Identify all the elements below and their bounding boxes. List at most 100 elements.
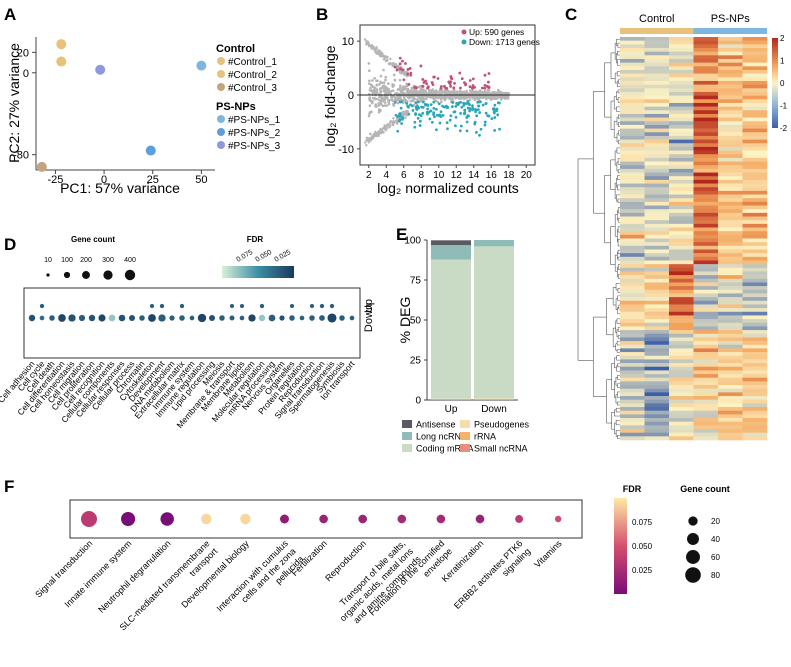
heatmap-cell: [694, 301, 719, 305]
heatmap-cell: [743, 129, 768, 133]
heatmap-cell: [718, 290, 743, 294]
heatmap-cell: [620, 253, 645, 257]
d-bubble-down: [230, 316, 235, 321]
ma-point-ns: [376, 84, 379, 87]
heatmap-cell: [694, 411, 719, 415]
ma-point-up: [432, 76, 435, 79]
heatmap-cell: [645, 74, 670, 78]
heatmap-cell: [645, 326, 670, 330]
heatmap-cell: [718, 312, 743, 316]
heatmap-cell: [669, 136, 694, 140]
heatmap-cell: [694, 385, 719, 389]
heatmap-cell: [620, 356, 645, 360]
ma-point-down: [422, 106, 425, 109]
heatmap-cell: [743, 151, 768, 155]
ma-point-ns: [392, 89, 395, 92]
d-bubble-down: [40, 316, 45, 321]
ma-point-ns: [375, 52, 377, 54]
d-bubble-down: [219, 315, 225, 321]
d-bubble-down: [68, 314, 75, 321]
heatmap-cell: [669, 59, 694, 63]
heatmap-cell: [718, 48, 743, 52]
heatmap-cell: [620, 217, 645, 221]
heatmap-cell: [694, 110, 719, 114]
heatmap-cell: [645, 169, 670, 173]
heatmap-cell: [620, 66, 645, 70]
heatmap-cell: [718, 206, 743, 210]
heatmap-cell: [743, 55, 768, 59]
heatmap-cell: [743, 37, 768, 41]
heatmap-cell: [620, 180, 645, 184]
heatmap-cell: [620, 209, 645, 213]
heatmap-cell: [743, 96, 768, 100]
heatmap-cell: [694, 330, 719, 334]
heatmap-cell: [743, 260, 768, 264]
heatmap-cell: [669, 44, 694, 48]
heatmap-cell: [743, 99, 768, 103]
heatmap-cell: [669, 367, 694, 371]
ma-point-up: [431, 81, 434, 84]
heatmap-cell: [718, 436, 743, 440]
ma-point-ns: [368, 115, 371, 118]
heatmap-cell: [743, 85, 768, 89]
heatmap-cell: [694, 323, 719, 327]
d-bubble-down: [169, 315, 174, 320]
heatmap-cell: [743, 41, 768, 45]
ma-point-down: [412, 109, 415, 112]
heatmap-cell: [669, 198, 694, 202]
f-category-label: Vitamins: [532, 538, 564, 570]
ma-point-down: [440, 115, 443, 118]
heatmap-cell: [669, 228, 694, 232]
ma-point-down: [433, 115, 436, 118]
heatmap-cell: [620, 363, 645, 367]
heatmap-cell: [620, 268, 645, 272]
pca-x-tick-label: 50: [195, 174, 207, 186]
ma-point-up: [437, 77, 440, 80]
heatmap-cell: [620, 143, 645, 147]
heatmap-cell: [694, 198, 719, 202]
heatmap-cell: [669, 389, 694, 393]
f-color-legend-label: 0.050: [632, 542, 653, 551]
ma-point-up: [443, 85, 446, 88]
ma-point-up: [453, 82, 456, 85]
heatmap-cell: [669, 418, 694, 422]
heatmap-cell: [669, 422, 694, 426]
heatmap-cell: [694, 213, 719, 217]
heatmap-cell: [669, 206, 694, 210]
ma-point-down: [419, 120, 422, 123]
pca-x-tick-label: 0: [101, 174, 107, 186]
pca-legend-label: #Control_2: [228, 70, 277, 81]
heatmap-cell: [694, 425, 719, 429]
d-bubble-down: [158, 314, 165, 321]
ma-point-up: [406, 73, 409, 76]
ma-point-down: [394, 101, 397, 104]
f-bubble: [160, 512, 173, 525]
heatmap-cell: [645, 184, 670, 188]
ma-point-down: [415, 101, 418, 104]
heatmap-cell: [694, 389, 719, 393]
heatmap-cell: [718, 378, 743, 382]
heatmap-cell: [718, 374, 743, 378]
heatmap-cell: [718, 114, 743, 118]
heatmap-cell: [669, 370, 694, 374]
ma-point-down: [426, 108, 429, 111]
heatmap-cell: [694, 341, 719, 345]
ma-point-down: [475, 131, 478, 134]
ma-point-up: [486, 85, 489, 88]
heatmap-cell: [669, 88, 694, 92]
heatmap-cell: [743, 436, 768, 440]
heatmap-cell: [645, 389, 670, 393]
heatmap-cell: [743, 359, 768, 363]
heatmap-cell: [694, 176, 719, 180]
ma-point-ns: [429, 96, 432, 99]
ma-point-ns: [387, 99, 390, 102]
ma-point-down: [451, 105, 454, 108]
ma-point-down: [494, 108, 497, 111]
ma-point-up: [415, 86, 418, 89]
heatmap-cell: [620, 96, 645, 100]
heatmap-cell: [743, 187, 768, 191]
heatmap-cell: [718, 176, 743, 180]
ma-point-ns: [374, 48, 376, 50]
heatmap-cell: [743, 275, 768, 279]
